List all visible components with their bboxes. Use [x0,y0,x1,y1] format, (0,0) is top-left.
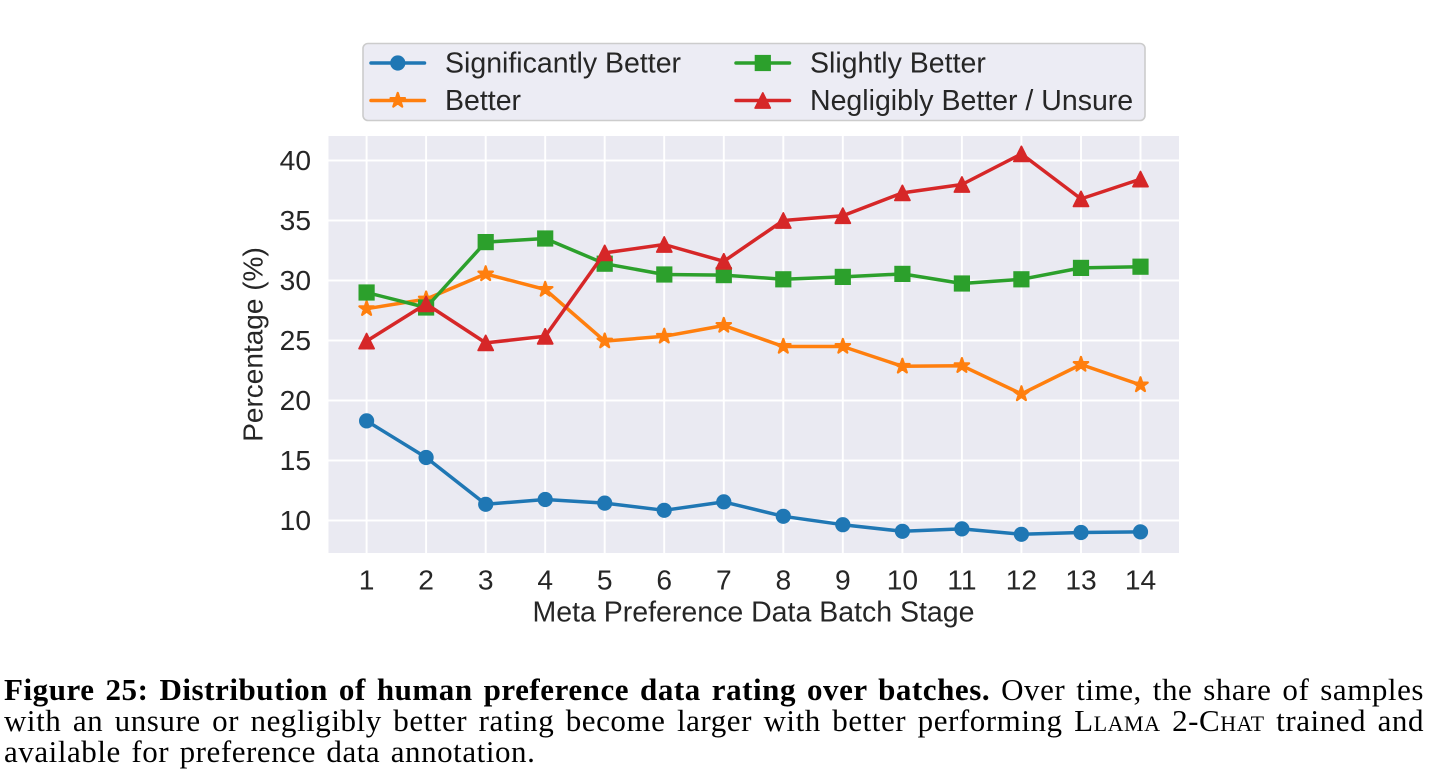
svg-text:1: 1 [359,564,375,596]
svg-text:9: 9 [835,564,851,596]
svg-text:4: 4 [537,564,553,596]
svg-text:20: 20 [280,384,311,416]
svg-text:Percentage (%): Percentage (%) [238,247,269,442]
svg-text:13: 13 [1065,564,1096,596]
svg-text:25: 25 [280,324,311,356]
svg-text:5: 5 [597,564,613,596]
svg-text:6: 6 [656,564,672,596]
svg-text:Slightly Better: Slightly Better [810,48,986,80]
svg-text:Meta Preference Data Batch Sta: Meta Preference Data Batch Stage [532,597,974,629]
svg-text:12: 12 [1006,564,1037,596]
svg-text:10: 10 [887,564,918,596]
svg-text:7: 7 [716,564,732,596]
svg-text:11: 11 [947,564,976,596]
svg-text:35: 35 [280,204,311,236]
svg-text:Significantly Better: Significantly Better [445,48,682,80]
svg-text:40: 40 [280,144,311,176]
svg-text:8: 8 [775,564,791,596]
svg-text:15: 15 [280,444,311,476]
svg-text:14: 14 [1125,564,1156,596]
svg-text:Negligibly Better / Unsure: Negligibly Better / Unsure [810,85,1133,117]
svg-text:3: 3 [478,564,494,596]
svg-text:30: 30 [280,264,311,296]
svg-text:Better: Better [445,85,522,117]
svg-text:10: 10 [280,504,311,536]
svg-text:2: 2 [418,564,434,596]
